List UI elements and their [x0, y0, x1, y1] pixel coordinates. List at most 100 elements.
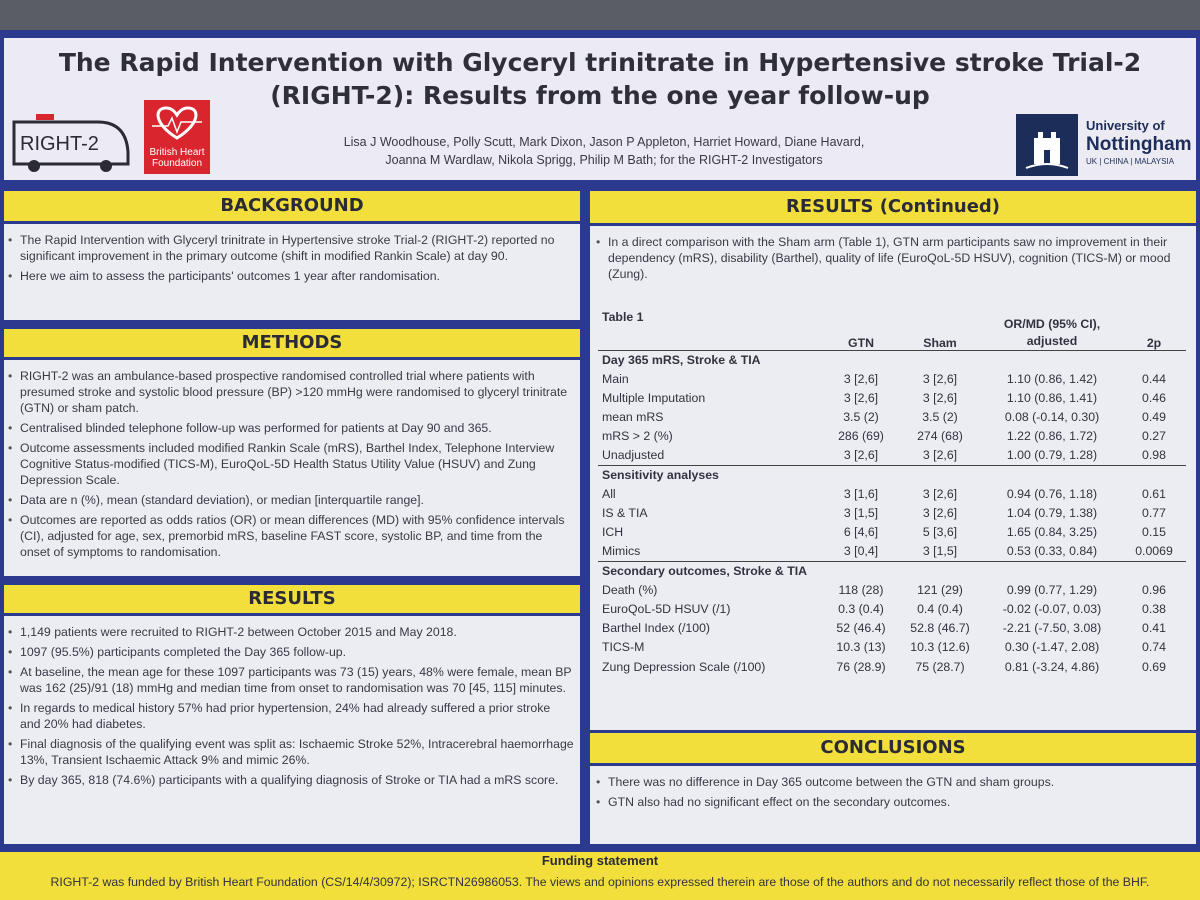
- list-item: RIGHT-2 was an ambulance-based prospecti…: [6, 368, 574, 416]
- table-cell-or: 0.53 (0.33, 0.84): [1006, 544, 1098, 559]
- table-group-row: Secondary outcomes, Stroke & TIA: [598, 560, 1186, 581]
- conclusions-body: There was no difference in Day 365 outco…: [594, 774, 1184, 814]
- results-body: 1,149 patients were recruited to RIGHT-2…: [6, 624, 574, 792]
- list-item: Here we aim to assess the participants' …: [6, 268, 574, 284]
- funding-title: Funding statement: [541, 853, 659, 868]
- nottingham-logo: University of Nottingham UK | CHINA | MA…: [1016, 114, 1192, 176]
- table-col-2p: 2p: [1122, 310, 1186, 351]
- background-heading: BACKGROUND: [4, 188, 580, 224]
- table-cell-label: TICS-M: [602, 640, 645, 655]
- table-cell-p: 0.49: [1142, 410, 1166, 425]
- table-cell-p: 0.74: [1142, 640, 1166, 655]
- table-cell-sham: 52.8 (46.7): [910, 621, 970, 636]
- table-cell-gtn: 52 (46.4): [836, 621, 886, 636]
- table-cell-sham: 3 [2,6]: [922, 506, 958, 521]
- table-cell-sham: 3.5 (2): [922, 410, 958, 425]
- table-cell-or: 0.99 (0.77, 1.29): [1006, 582, 1098, 597]
- results-continued-panel: RESULTS (Continued) In a direct comparis…: [590, 188, 1196, 744]
- table-row: Main 3 [2,6] 3 [2,6] 1.10 (0.86, 1.42) 0.44: [598, 369, 1186, 388]
- ambulance-icon: RIGHT-2: [12, 114, 130, 172]
- table-cell-label: Mimics: [602, 544, 641, 559]
- author-list: Lisa J Woodhouse, Polly Scutt, Mark Dixo…: [264, 133, 944, 169]
- list-item: In regards to medical history 57% had pr…: [6, 700, 574, 732]
- table-row: Death (%) 118 (28) 121 (29) 0.99 (0.77, 1.2…: [598, 580, 1186, 599]
- right2-logo-text: RIGHT-2: [20, 133, 99, 155]
- results-panel: RESULTS 1,149 patients were recruited to…: [4, 582, 580, 844]
- table-cell-label: IS & TIA: [602, 506, 648, 521]
- table-row: All 3 [1,6] 3 [2,6] 0.94 (0.76, 1.18) 0.61: [598, 484, 1186, 503]
- table-cell-or: 1.00 (0.79, 1.28): [1006, 448, 1098, 463]
- table-cell-p: 0.0069: [1135, 544, 1173, 559]
- right2-logo: RIGHT-2: [10, 112, 132, 174]
- table-row: IS & TIA 3 [1,5] 3 [2,6] 1.04 (0.79, 1.38) 0…: [598, 504, 1186, 523]
- table-1-container: Table 1 GTN Sham OR/MD (95% CI), adjuste…: [598, 310, 1190, 676]
- methods-list: RIGHT-2 was an ambulance-based prospecti…: [6, 368, 574, 560]
- results-continued-heading: RESULTS (Continued): [590, 188, 1196, 226]
- list-item: In a direct comparison with the Sham arm…: [594, 234, 1184, 282]
- table-cell-gtn: 3 [1,5]: [843, 506, 879, 521]
- list-item: 1097 (95.5%) participants completed the …: [6, 644, 574, 660]
- table-cell-sham: 3 [1,5]: [922, 544, 958, 559]
- list-item: At baseline, the mean age for these 1097…: [6, 664, 574, 696]
- table-cell-sham: 5 [3,6]: [922, 525, 958, 540]
- nottingham-logo-text: University of Nottingham UK | CHINA | MA…: [1086, 118, 1194, 168]
- bhf-logo-text: British Heart Foundation: [144, 147, 210, 169]
- title-line-2: (RIGHT-2): Results from the one year fol…: [270, 81, 930, 110]
- background-body: The Rapid Intervention with Glyceryl tri…: [6, 232, 574, 288]
- authors-line-1: Lisa J Woodhouse, Polly Scutt, Mark Dixo…: [343, 135, 865, 149]
- table-group-row: Day 365 mRS, Stroke & TIA: [598, 349, 1186, 370]
- funding-panel: Funding statement RIGHT-2 was funded by …: [0, 852, 1200, 900]
- table-cell-gtn: 3 [2,6]: [843, 371, 879, 386]
- table-cell-label: ICH: [602, 525, 624, 540]
- table-cell-label: EuroQoL-5D HSUV (/1): [602, 602, 731, 617]
- results-continued-body: In a direct comparison with the Sham arm…: [594, 234, 1184, 286]
- table-row: TICS-M 10.3 (13) 10.3 (12.6) 0.30 (-1.47, 2…: [598, 638, 1186, 657]
- table-group-title: Day 365 mRS, Stroke & TIA: [598, 349, 1186, 370]
- table-row: mRS > 2 (%) 286 (69) 274 (68) 1.22 (0.86, 1…: [598, 427, 1186, 446]
- list-item: Outcomes are reported as odds ratios (OR…: [6, 512, 574, 560]
- table-row: Unadjusted 3 [2,6] 3 [2,6] 1.00 (0.79, 1.28…: [598, 446, 1186, 465]
- table-cell-gtn: 10.3 (13): [836, 640, 886, 655]
- table-cell-p: 0.96: [1142, 582, 1166, 597]
- table-cell-or: 0.30 (-1.47, 2.08): [1004, 640, 1100, 655]
- table-col-sham: Sham: [898, 310, 982, 351]
- table-group-title: Secondary outcomes, Stroke & TIA: [598, 560, 1186, 581]
- table-cell-or: 1.10 (0.86, 1.41): [1006, 390, 1098, 405]
- methods-heading: METHODS: [4, 326, 580, 360]
- castle-icon: [1016, 114, 1078, 176]
- table-cell-sham: 3 [2,6]: [922, 371, 958, 386]
- list-item: 1,149 patients were recruited to RIGHT-2…: [6, 624, 574, 640]
- title-line-1: The Rapid Intervention with Glyceryl tri…: [58, 48, 1142, 77]
- list-item: By day 365, 818 (74.6%) participants wit…: [6, 772, 574, 788]
- poster-title: The Rapid Intervention with Glyceryl tri…: [4, 46, 1196, 112]
- table-col-or-line-2: adjusted: [1026, 333, 1078, 348]
- methods-panel: METHODS RIGHT-2 was an ambulance-based p…: [4, 326, 580, 576]
- results-list: 1,149 patients were recruited to RIGHT-2…: [6, 624, 574, 788]
- list-item: There was no difference in Day 365 outco…: [594, 774, 1184, 790]
- table-cell-gtn: 3.5 (2): [843, 410, 879, 425]
- table-cell-sham: 3 [2,6]: [922, 486, 958, 501]
- list-item: Final diagnosis of the qualifying event …: [6, 736, 574, 768]
- table-row: EuroQoL-5D HSUV (/1) 0.3 (0.4) 0.4 (0.4) -0…: [598, 599, 1186, 618]
- poster-header: The Rapid Intervention with Glyceryl tri…: [4, 38, 1196, 180]
- uon-line-2: Nottingham: [1086, 134, 1192, 155]
- table-row: Zung Depression Scale (/100) 76 (28.9) 75 …: [598, 657, 1186, 676]
- table-cell-p: 0.61: [1142, 486, 1166, 501]
- table-cell-label: Death (%): [602, 582, 658, 597]
- list-item: Outcome assessments included modified Ra…: [6, 440, 574, 488]
- table-cell-or: -2.21 (-7.50, 3.08): [1002, 621, 1102, 636]
- table-group-row: Sensitivity analyses: [598, 464, 1186, 485]
- table-row: ICH 6 [4,6] 5 [3,6] 1.65 (0.84, 3.25) 0.15: [598, 523, 1186, 542]
- table-cell-gtn: 3 [0,4]: [843, 544, 879, 559]
- table-cell-sham: 10.3 (12.6): [910, 640, 970, 655]
- table-cell-p: 0.46: [1142, 390, 1166, 405]
- table-cell-sham: 121 (29): [917, 582, 963, 597]
- bhf-logo-line-2: Foundation: [151, 158, 203, 169]
- background-panel: BACKGROUND The Rapid Intervention with G…: [4, 188, 580, 320]
- table-cell-or: 1.04 (0.79, 1.38): [1006, 506, 1098, 521]
- table-cell-label: mRS > 2 (%): [602, 429, 673, 444]
- authors-line-2: Joanna M Wardlaw, Nikola Sprigg, Philip …: [385, 153, 823, 167]
- table-cell-p: 0.69: [1142, 659, 1166, 674]
- table-cell-label: Multiple Imputation: [602, 390, 706, 405]
- uon-line-3: UK | CHINA | MALAYSIA: [1086, 157, 1175, 166]
